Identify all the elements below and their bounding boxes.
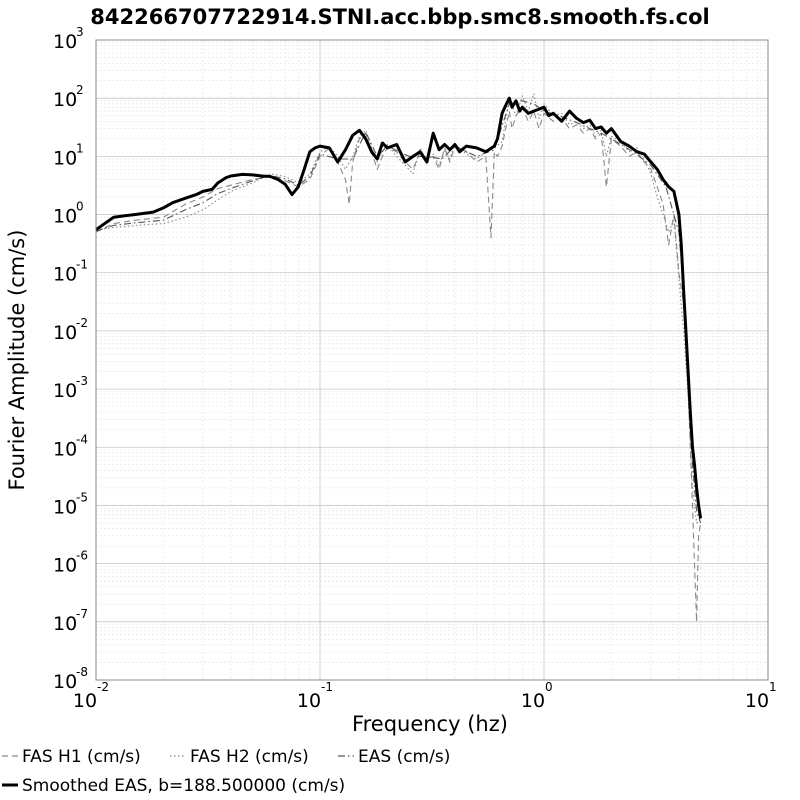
- y-tick-base: 10: [53, 671, 77, 693]
- y-tick-exponent: 2: [76, 83, 84, 97]
- y-tick-label: 10-5: [53, 490, 88, 518]
- series-group: [95, 93, 703, 623]
- legend-item: Smoothed EAS, b=188.500000 (cm/s): [2, 776, 345, 796]
- y-tick-base: 10: [53, 613, 77, 635]
- legend-label: Smoothed EAS, b=188.500000 (cm/s): [22, 776, 345, 796]
- legend-label: FAS H2 (cm/s): [190, 747, 309, 767]
- y-tick-label: 101: [53, 141, 84, 169]
- legend-label: EAS (cm/s): [358, 747, 450, 767]
- y-tick-label: 10-4: [53, 432, 88, 460]
- y-tick-base: 10: [53, 31, 77, 53]
- y-axis-label: Fourier Amplitude (cm/s): [5, 230, 29, 491]
- y-tick-exponent: -7: [76, 607, 88, 621]
- x-tick-base: 10: [297, 690, 321, 712]
- x-tick-exponent: 0: [545, 680, 553, 694]
- y-tick-exponent: -6: [76, 549, 88, 563]
- y-tick-exponent: -3: [76, 374, 88, 388]
- minor-grid: [96, 40, 768, 680]
- y-tick-exponent: -8: [76, 665, 88, 679]
- series-line-3: [95, 100, 702, 524]
- y-tick-base: 10: [53, 322, 77, 344]
- y-tick-exponent: -4: [76, 432, 88, 446]
- chart-title: 842266707722914.STNI.acc.bbp.smc8.smooth…: [90, 5, 709, 29]
- y-tick-label: 100: [53, 200, 84, 228]
- y-tick-base: 10: [53, 380, 77, 402]
- y-tick-label: 10-6: [53, 549, 88, 577]
- x-tick-label: 101: [745, 680, 777, 712]
- y-tick-exponent: -2: [76, 316, 88, 330]
- x-axis-label: Frequency (hz): [352, 712, 508, 736]
- x-tick-base: 10: [745, 690, 769, 712]
- y-tick-exponent: 3: [76, 25, 84, 39]
- x-tick-base: 10: [73, 690, 97, 712]
- legend-label: FAS H1 (cm/s): [22, 747, 141, 767]
- x-tick-base: 10: [521, 690, 545, 712]
- x-tick-label: 10-1: [297, 680, 333, 712]
- y-tick-base: 10: [53, 264, 77, 286]
- series-line-1: [95, 106, 702, 623]
- x-tick-label: 10-2: [73, 680, 109, 712]
- y-tick-base: 10: [53, 147, 77, 169]
- y-tick-base: 10: [53, 206, 77, 228]
- legend-item: EAS (cm/s): [338, 747, 450, 767]
- y-tick-base: 10: [53, 496, 77, 518]
- series-line-4: [95, 96, 703, 519]
- y-tick-label: 10-3: [53, 374, 88, 402]
- y-tick-exponent: 1: [76, 141, 84, 155]
- x-tick-exponent: -2: [97, 680, 109, 694]
- y-tick-label: 103: [53, 25, 84, 53]
- y-tick-base: 10: [53, 89, 77, 111]
- y-axis-ticks: 10-810-710-610-510-410-310-210-110010110…: [53, 25, 88, 693]
- plot-frame: [95, 39, 769, 681]
- y-tick-exponent: -1: [76, 258, 88, 272]
- x-tick-label: 100: [521, 680, 553, 712]
- x-tick-exponent: -1: [321, 680, 333, 694]
- x-tick-exponent: 1: [769, 680, 777, 694]
- y-tick-label: 10-8: [53, 665, 88, 693]
- y-tick-label: 10-7: [53, 607, 88, 635]
- legend: FAS H1 (cm/s) FAS H2 (cm/s) EAS (cm/s) Smoo…: [2, 747, 450, 796]
- y-tick-label: 10-1: [53, 258, 88, 286]
- y-tick-exponent: -5: [76, 490, 88, 504]
- legend-item: FAS H2 (cm/s): [170, 747, 309, 767]
- y-tick-exponent: 0: [76, 200, 84, 214]
- y-tick-label: 10-2: [53, 316, 88, 344]
- y-tick-base: 10: [53, 555, 77, 577]
- y-tick-base: 10: [53, 438, 77, 460]
- legend-item: FAS H1 (cm/s): [2, 747, 141, 767]
- y-tick-label: 102: [53, 83, 84, 111]
